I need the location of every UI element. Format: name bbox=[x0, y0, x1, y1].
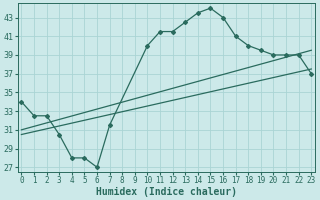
X-axis label: Humidex (Indice chaleur): Humidex (Indice chaleur) bbox=[96, 186, 237, 197]
